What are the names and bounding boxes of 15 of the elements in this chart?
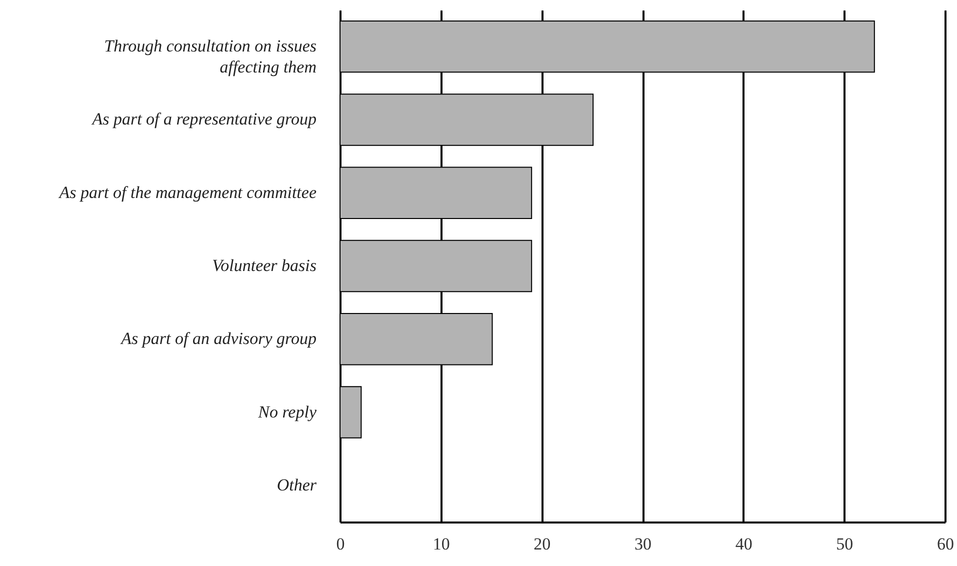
y-tick-label: As part of the management committee xyxy=(58,182,317,202)
x-tick-label: 50 xyxy=(836,534,854,554)
y-tick-label: No reply xyxy=(257,402,317,422)
y-tick-label: Through consultation on issues affecting them xyxy=(104,36,317,77)
x-tick-label: 40 xyxy=(735,534,752,554)
y-tick-label: Other xyxy=(276,475,317,494)
x-tick-label: 20 xyxy=(534,534,551,554)
x-tick-label: 0 xyxy=(336,534,345,554)
x-tick-label: 60 xyxy=(937,534,954,554)
y-tick-label: Volunteer basis xyxy=(212,256,317,275)
x-tick-label: 30 xyxy=(634,534,652,554)
bar xyxy=(340,386,362,438)
x-tick-label: 10 xyxy=(432,534,450,554)
y-tick-label: As part of an advisory group xyxy=(120,329,316,348)
y-tick-label: As part of a representative group xyxy=(91,110,316,129)
